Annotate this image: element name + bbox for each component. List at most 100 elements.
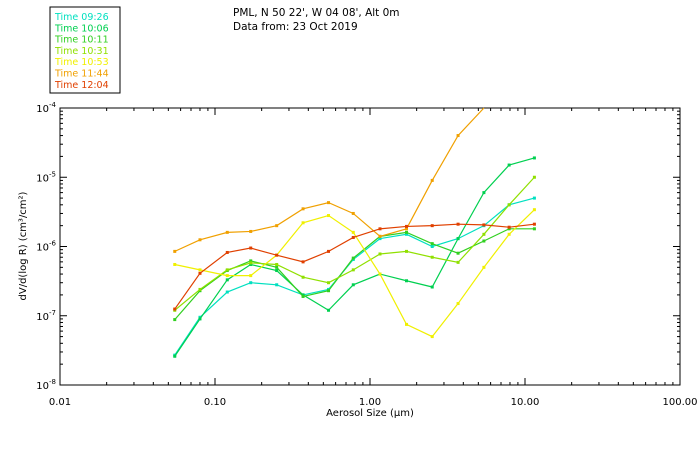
data-point <box>532 222 536 226</box>
y-tick-label: 10-4 <box>36 101 56 115</box>
legend-item: Time 09:26 <box>54 12 109 23</box>
data-point <box>456 251 460 255</box>
data-point <box>301 275 305 279</box>
data-point <box>351 230 355 234</box>
data-point <box>351 256 355 260</box>
data-point <box>532 227 536 231</box>
x-axis-label: Aerosol Size (μm) <box>326 408 414 419</box>
data-point <box>430 242 434 246</box>
data-point <box>301 221 305 225</box>
data-point <box>482 223 486 227</box>
series-group <box>173 107 536 358</box>
chart-subtitle: Data from: 23 Oct 2019 <box>233 21 358 33</box>
data-point <box>378 227 382 231</box>
data-point <box>327 201 331 205</box>
legend-box <box>49 6 121 94</box>
series-line <box>174 209 535 338</box>
data-point <box>327 289 331 293</box>
x-tick-label: 0.01 <box>49 397 71 408</box>
data-point <box>173 318 177 322</box>
series-6 <box>173 107 485 253</box>
data-point <box>249 281 253 285</box>
data-point <box>378 272 382 276</box>
data-point <box>275 262 279 266</box>
data-point <box>405 322 409 326</box>
data-point <box>198 268 202 272</box>
y-axis: 10-8 10-7 10-6 10-5 10-4 <box>36 101 680 392</box>
data-point <box>327 249 331 253</box>
data-point <box>507 227 511 231</box>
data-point <box>275 253 279 257</box>
data-point <box>405 230 409 234</box>
data-point <box>327 308 331 312</box>
data-point <box>405 232 409 236</box>
data-point <box>225 274 229 278</box>
data-point <box>378 252 382 256</box>
legend-item: Time 10:06 <box>54 23 109 34</box>
data-point <box>173 307 177 311</box>
data-point <box>301 293 305 297</box>
data-point <box>507 225 511 229</box>
y-tick-label: 10-6 <box>36 240 56 254</box>
data-point <box>198 238 202 242</box>
data-point <box>173 249 177 253</box>
data-point <box>249 246 253 250</box>
x-tick-label: 100.00 <box>663 397 698 408</box>
data-point <box>198 287 202 291</box>
chart-title: PML, N 50 22', W 04 08', Alt 0m <box>233 7 400 19</box>
data-point <box>378 234 382 238</box>
data-point <box>249 229 253 233</box>
series-7 <box>173 222 536 311</box>
data-point <box>198 315 202 319</box>
data-point <box>430 224 434 228</box>
data-point <box>430 335 434 339</box>
data-point <box>249 259 253 263</box>
data-point <box>532 175 536 179</box>
data-point <box>430 285 434 289</box>
data-point <box>249 261 253 265</box>
data-point <box>430 178 434 182</box>
data-point <box>456 222 460 226</box>
y-axis-label: dV/d(log R) (cm³/cm²) <box>18 191 29 300</box>
x-tick-label: 10.00 <box>511 397 540 408</box>
data-point <box>225 290 229 294</box>
data-point <box>301 260 305 264</box>
data-point <box>456 302 460 306</box>
data-point <box>456 260 460 264</box>
series-2 <box>173 156 536 358</box>
data-point <box>507 203 511 207</box>
data-point <box>532 196 536 200</box>
data-point <box>482 239 486 243</box>
y-tick-label: 10-8 <box>36 378 56 392</box>
data-point <box>249 262 253 266</box>
data-point <box>327 281 331 285</box>
data-point <box>351 211 355 215</box>
data-point <box>327 214 331 218</box>
data-point <box>198 271 202 275</box>
data-point <box>351 283 355 287</box>
series-line <box>174 107 485 252</box>
legend-item: Time 10:53 <box>54 57 109 68</box>
data-point <box>351 235 355 239</box>
data-point <box>482 191 486 195</box>
data-point <box>378 237 382 241</box>
data-point <box>456 134 460 138</box>
data-point <box>532 208 536 212</box>
legend-item: Time 12:04 <box>54 80 109 91</box>
data-point <box>532 156 536 160</box>
data-point <box>275 224 279 228</box>
data-point <box>351 268 355 272</box>
data-point <box>456 237 460 241</box>
data-point <box>301 294 305 298</box>
data-point <box>301 207 305 211</box>
data-point <box>482 265 486 269</box>
data-point <box>173 262 177 266</box>
legend-item: Time 11:44 <box>54 69 109 80</box>
data-point <box>225 250 229 254</box>
data-point <box>430 255 434 259</box>
data-point <box>482 232 486 236</box>
